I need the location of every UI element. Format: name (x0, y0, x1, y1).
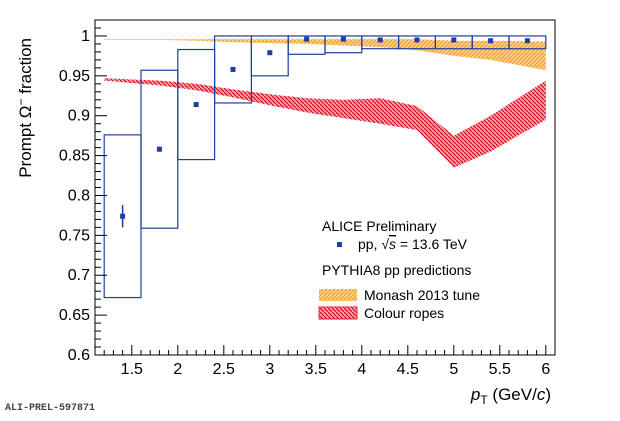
x-tick-label: 6 (541, 361, 550, 378)
systematic-boxes (103, 35, 547, 299)
figure-id-label: ALI-PREL-597871 (5, 403, 96, 414)
data-point-7 (377, 37, 383, 43)
sys-box-2 (177, 48, 216, 161)
y-tick-label: 0.65 (59, 307, 90, 324)
data-point-9 (451, 37, 457, 43)
x-axis-title: pT (GeV/c) (470, 385, 551, 407)
data-point-5 (304, 36, 310, 42)
legend-label-data: pp, √s = 13.6 TeV (358, 236, 468, 252)
x-tick-label: 3 (265, 361, 274, 378)
legend-label-ropes: Colour ropes (364, 305, 444, 321)
y-axis-title: Prompt Ω− fraction (14, 38, 35, 178)
data-point-11 (524, 38, 530, 44)
data-point-4 (267, 50, 273, 56)
y-tick-label: 0.7 (68, 267, 90, 284)
data-point-10 (488, 38, 494, 44)
x-tick-label: 4.5 (397, 361, 419, 378)
data-point-6 (340, 36, 346, 42)
legend-marker-data (337, 242, 342, 247)
sys-box-4 (250, 35, 289, 77)
x-tick-label: 1.5 (121, 361, 143, 378)
y-axis: 0.6 0.65 0.7 0.75 0.8 0.85 0.9 0.95 1 (59, 19, 107, 364)
data-point-3 (230, 66, 236, 72)
data-points (120, 36, 530, 228)
band-colour-ropes (104, 78, 546, 168)
y-tick-label: 0.75 (59, 227, 90, 244)
legend-header-pythia: PYTHIA8 pp predictions (322, 262, 471, 278)
y-tick-label: 0.8 (68, 187, 90, 204)
legend-header-alice: ALICE Preliminary (322, 218, 436, 234)
data-point-8 (414, 37, 420, 43)
y-tick-label: 1 (81, 28, 90, 45)
x-tick-label: 4 (357, 361, 366, 378)
legend-swatch-monash (319, 289, 357, 301)
x-tick-label: 2 (173, 361, 182, 378)
x-tick-label: 2.5 (213, 361, 235, 378)
model-bands (104, 39, 546, 168)
x-tick-label: 5.5 (489, 361, 511, 378)
x-axis: 1.5 2 2.5 3 3.5 4 4.5 5 5.5 6 (94, 345, 556, 378)
legend: ALICE Preliminary pp, √s = 13.6 TeV PYTH… (318, 218, 480, 321)
data-point-0 (120, 213, 126, 219)
x-tick-label: 5 (449, 361, 458, 378)
x-tick-label: 3.5 (305, 361, 327, 378)
sys-box-11 (508, 35, 547, 50)
legend-swatch-ropes (318, 306, 358, 320)
y-tick-label: 0.9 (68, 108, 90, 125)
data-point-1 (156, 146, 162, 152)
y-tick-label: 0.6 (68, 347, 90, 364)
legend-label-monash: Monash 2013 tune (364, 287, 480, 303)
data-point-2 (193, 102, 199, 108)
y-tick-label: 0.95 (59, 68, 90, 85)
y-tick-label: 0.85 (59, 148, 90, 165)
